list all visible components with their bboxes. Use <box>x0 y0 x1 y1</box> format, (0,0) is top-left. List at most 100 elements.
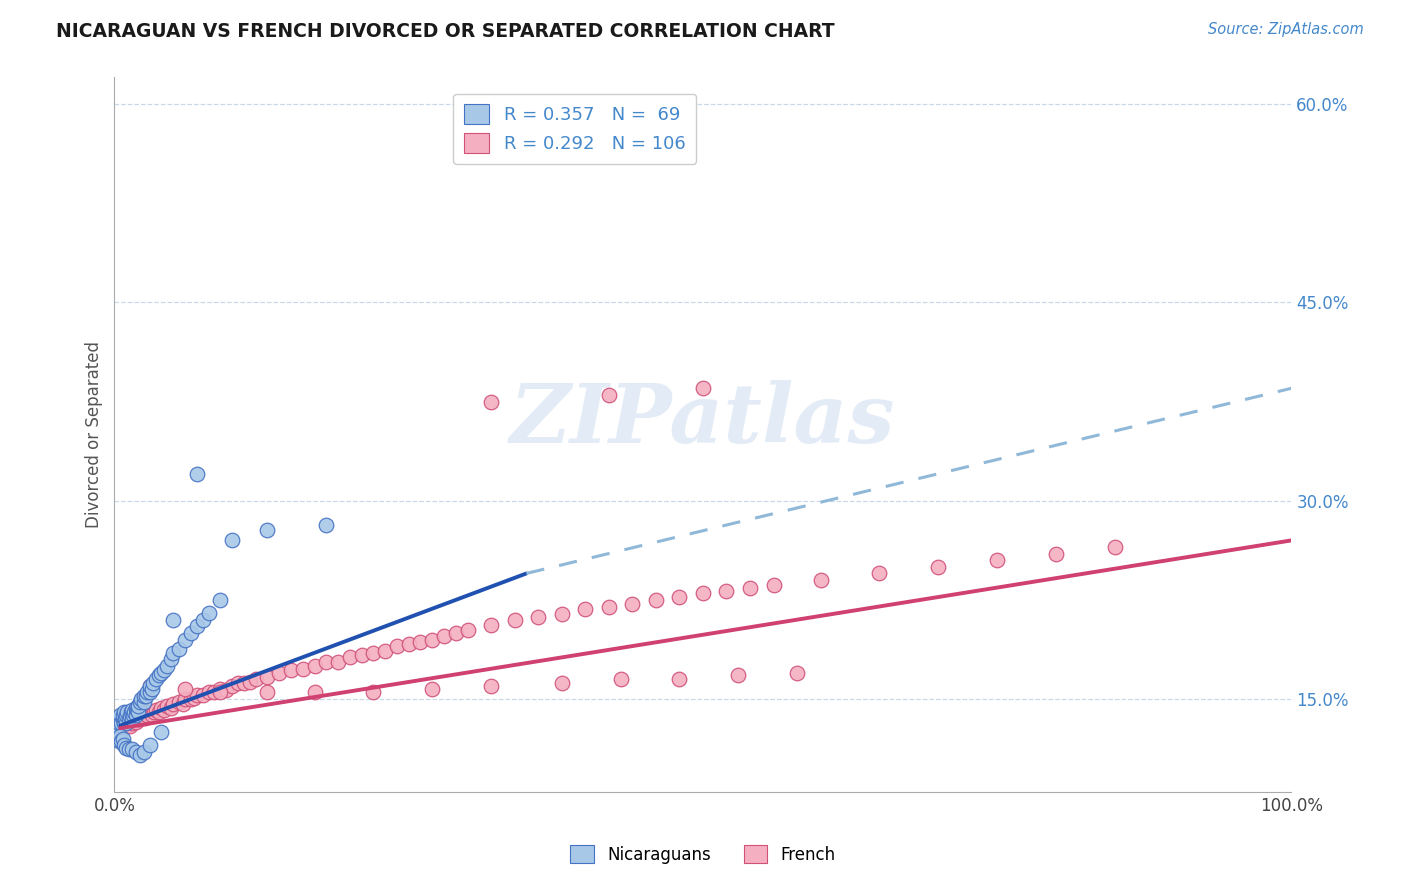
Point <box>124 701 146 715</box>
Point <box>141 681 163 696</box>
Point <box>221 533 243 548</box>
Point <box>129 712 152 726</box>
Point <box>315 655 337 669</box>
Point <box>135 690 157 704</box>
Point <box>138 739 160 753</box>
Point <box>118 709 141 723</box>
Point <box>269 665 291 680</box>
Point <box>132 695 155 709</box>
Point <box>221 679 243 693</box>
Point <box>132 745 155 759</box>
Point <box>174 681 197 696</box>
Point <box>479 618 502 632</box>
Point <box>124 712 146 726</box>
Point <box>209 685 232 699</box>
Point <box>131 692 153 706</box>
Point <box>162 698 184 712</box>
Y-axis label: Divorced or Separated: Divorced or Separated <box>86 341 103 528</box>
Point <box>716 583 738 598</box>
Point <box>197 685 219 699</box>
Point <box>111 714 134 729</box>
Point <box>1045 547 1067 561</box>
Point <box>433 629 456 643</box>
Legend: Nicaraguans, French: Nicaraguans, French <box>564 838 842 871</box>
Point <box>110 729 132 743</box>
Point <box>138 679 160 693</box>
Point <box>115 715 138 730</box>
Point <box>644 593 666 607</box>
Point <box>204 685 226 699</box>
Point <box>339 649 361 664</box>
Point <box>160 701 183 715</box>
Point <box>122 713 145 727</box>
Point <box>291 662 314 676</box>
Point <box>111 731 134 746</box>
Point <box>124 714 146 729</box>
Point <box>108 718 131 732</box>
Point <box>621 597 644 611</box>
Point <box>121 703 143 717</box>
Point <box>132 708 155 723</box>
Point <box>209 593 232 607</box>
Text: NICARAGUAN VS FRENCH DIVORCED OR SEPARATED CORRELATION CHART: NICARAGUAN VS FRENCH DIVORCED OR SEPARAT… <box>56 22 835 41</box>
Point <box>136 708 159 723</box>
Point <box>138 706 160 720</box>
Point <box>112 715 135 730</box>
Point <box>156 659 179 673</box>
Point <box>112 706 135 720</box>
Point <box>107 731 129 746</box>
Point <box>304 685 326 699</box>
Point <box>118 718 141 732</box>
Point <box>374 644 396 658</box>
Point <box>160 652 183 666</box>
Point <box>256 523 278 537</box>
Point <box>145 673 167 687</box>
Point <box>810 573 832 587</box>
Point <box>112 739 135 753</box>
Point <box>727 668 749 682</box>
Point <box>124 745 146 759</box>
Point <box>111 708 134 723</box>
Point <box>153 663 176 677</box>
Point <box>114 715 136 730</box>
Point <box>122 708 145 723</box>
Point <box>315 517 337 532</box>
Point <box>145 703 167 717</box>
Point <box>503 613 526 627</box>
Point <box>138 685 160 699</box>
Point <box>239 674 262 689</box>
Point <box>110 718 132 732</box>
Point <box>180 626 202 640</box>
Point <box>148 668 170 682</box>
Point <box>120 713 142 727</box>
Point <box>326 655 349 669</box>
Point <box>162 613 184 627</box>
Point <box>124 706 146 720</box>
Point <box>692 381 714 395</box>
Point <box>550 676 572 690</box>
Point <box>180 692 202 706</box>
Point <box>110 734 132 748</box>
Point <box>363 685 385 699</box>
Point <box>574 602 596 616</box>
Point <box>186 619 208 633</box>
Point <box>115 741 138 756</box>
Point <box>226 676 249 690</box>
Point <box>110 712 132 726</box>
Point <box>162 646 184 660</box>
Point <box>167 695 190 709</box>
Legend: R = 0.357   N =  69, R = 0.292   N = 106: R = 0.357 N = 69, R = 0.292 N = 106 <box>453 94 696 164</box>
Point <box>131 709 153 723</box>
Point <box>153 703 176 717</box>
Point <box>927 559 949 574</box>
Point <box>110 708 132 723</box>
Point <box>738 581 761 595</box>
Point <box>117 712 139 726</box>
Point <box>232 676 254 690</box>
Point <box>111 711 134 725</box>
Text: Source: ZipAtlas.com: Source: ZipAtlas.com <box>1208 22 1364 37</box>
Point <box>125 703 148 717</box>
Point <box>112 718 135 732</box>
Point <box>117 714 139 729</box>
Point <box>245 673 267 687</box>
